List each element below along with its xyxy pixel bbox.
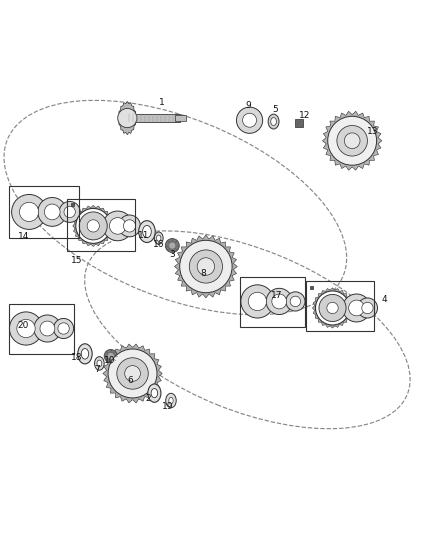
Text: 7: 7 <box>94 366 99 375</box>
Polygon shape <box>312 288 353 328</box>
Circle shape <box>169 242 176 249</box>
Ellipse shape <box>139 221 155 243</box>
Circle shape <box>357 298 378 318</box>
Circle shape <box>362 302 373 313</box>
Ellipse shape <box>154 232 163 244</box>
Circle shape <box>19 203 39 222</box>
Circle shape <box>327 302 338 313</box>
Circle shape <box>53 318 74 338</box>
Circle shape <box>286 292 305 311</box>
Circle shape <box>12 195 46 229</box>
Circle shape <box>59 201 80 222</box>
Polygon shape <box>103 344 162 403</box>
Circle shape <box>243 113 257 127</box>
Circle shape <box>125 366 141 381</box>
Bar <box>240 277 305 327</box>
Ellipse shape <box>143 225 151 238</box>
Text: 19: 19 <box>162 402 173 411</box>
Text: 18: 18 <box>71 353 82 362</box>
Circle shape <box>103 211 133 241</box>
Text: 5: 5 <box>272 105 278 114</box>
Text: 16: 16 <box>153 240 165 249</box>
Ellipse shape <box>148 384 161 402</box>
Circle shape <box>117 358 148 389</box>
Text: 10: 10 <box>104 356 115 365</box>
Circle shape <box>40 321 55 336</box>
Circle shape <box>272 294 287 309</box>
Circle shape <box>108 349 157 398</box>
Text: 14: 14 <box>18 232 29 241</box>
Ellipse shape <box>166 393 176 408</box>
Text: 6: 6 <box>127 376 133 384</box>
Text: 13: 13 <box>367 127 379 136</box>
Bar <box>175 115 186 121</box>
Ellipse shape <box>268 114 279 129</box>
Text: 17: 17 <box>271 291 283 300</box>
Circle shape <box>165 239 179 253</box>
Circle shape <box>315 291 350 325</box>
Text: 11: 11 <box>138 231 150 239</box>
Circle shape <box>87 220 99 232</box>
Circle shape <box>266 288 292 314</box>
Ellipse shape <box>81 349 88 359</box>
Text: 4: 4 <box>381 295 387 304</box>
Ellipse shape <box>169 397 173 404</box>
Ellipse shape <box>271 118 276 125</box>
Text: 9: 9 <box>246 101 251 110</box>
Circle shape <box>197 258 215 275</box>
Ellipse shape <box>151 389 158 398</box>
Circle shape <box>104 350 117 362</box>
Circle shape <box>241 285 274 318</box>
Circle shape <box>180 240 232 293</box>
Circle shape <box>38 198 67 227</box>
Ellipse shape <box>95 357 104 370</box>
Text: 20: 20 <box>18 321 29 330</box>
Circle shape <box>349 300 364 316</box>
Bar <box>306 281 374 331</box>
Ellipse shape <box>78 344 92 364</box>
Text: 8: 8 <box>201 269 207 278</box>
Circle shape <box>64 206 75 217</box>
Circle shape <box>17 319 35 338</box>
Circle shape <box>107 352 114 359</box>
Circle shape <box>237 107 263 133</box>
Circle shape <box>119 215 141 237</box>
Bar <box>310 286 313 289</box>
Circle shape <box>328 116 377 165</box>
Circle shape <box>44 204 60 220</box>
Circle shape <box>79 212 107 240</box>
Circle shape <box>189 250 223 283</box>
Text: 3: 3 <box>169 250 175 259</box>
Circle shape <box>124 220 136 232</box>
Bar <box>10 304 74 354</box>
Circle shape <box>337 125 367 156</box>
Bar <box>71 203 74 206</box>
Circle shape <box>248 292 267 311</box>
Circle shape <box>319 294 346 321</box>
Text: 15: 15 <box>71 256 83 265</box>
Circle shape <box>76 208 111 244</box>
Circle shape <box>290 296 300 306</box>
Ellipse shape <box>97 360 102 367</box>
Bar <box>295 119 303 127</box>
Polygon shape <box>322 111 382 170</box>
Circle shape <box>344 133 360 149</box>
Bar <box>10 185 79 238</box>
Polygon shape <box>174 235 237 298</box>
Text: 12: 12 <box>299 111 311 120</box>
Circle shape <box>58 323 69 334</box>
Ellipse shape <box>156 235 161 241</box>
Bar <box>67 199 135 251</box>
Polygon shape <box>73 205 114 246</box>
Polygon shape <box>118 101 136 135</box>
Text: 1: 1 <box>159 98 164 107</box>
Bar <box>127 114 180 123</box>
Circle shape <box>10 312 42 345</box>
Circle shape <box>110 217 126 234</box>
Circle shape <box>118 108 137 128</box>
Circle shape <box>343 294 371 322</box>
Circle shape <box>34 315 61 342</box>
Text: 2: 2 <box>145 394 151 403</box>
